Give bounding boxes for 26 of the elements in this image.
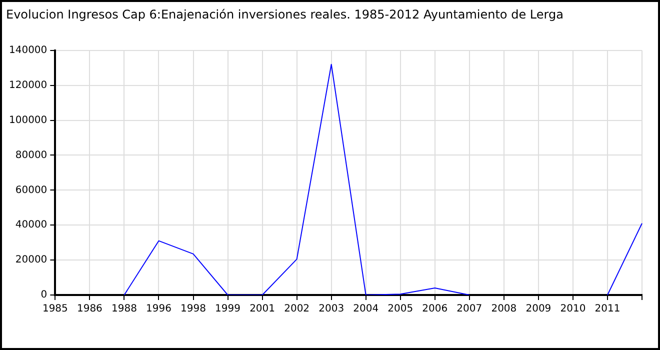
x-tick-label: 2002 — [284, 304, 310, 315]
x-tick-label: 1999 — [215, 304, 240, 315]
x-tick-label: 1998 — [180, 304, 206, 315]
x-tick-label: 2008 — [491, 304, 517, 315]
x-tick-label: 1996 — [146, 304, 172, 315]
y-tick-label: 20000 — [15, 254, 48, 266]
chart-title: Evolucion Ingresos Cap 6:Enajenación inversiones reales. 1985-2012 Ayuntamiento de Lerga — [6, 7, 564, 22]
y-tick-label: 100000 — [8, 114, 48, 126]
x-tick-label: 2009 — [526, 304, 552, 315]
x-tick-label: 2001 — [250, 304, 276, 315]
x-tick-label: 1985 — [42, 304, 68, 315]
y-tick-label: 60000 — [15, 184, 48, 196]
x-tick-label: 2010 — [560, 304, 586, 315]
x-tick-label: 2004 — [353, 304, 379, 315]
x-tick-label: 2005 — [388, 304, 414, 315]
x-tick-label: 1986 — [76, 304, 102, 315]
y-tick-label: 40000 — [15, 220, 48, 231]
y-tick-label: 80000 — [15, 150, 48, 161]
x-tick-label: 2007 — [456, 304, 482, 315]
x-tick-label: 2006 — [422, 304, 448, 315]
x-tick-label: 2003 — [318, 304, 344, 315]
y-tick-label: 120000 — [8, 80, 48, 91]
x-tick-label: 2011 — [594, 304, 620, 315]
y-tick-label: 0 — [40, 290, 48, 301]
y-tick-label: 140000 — [8, 44, 48, 56]
x-tick-label: 1988 — [111, 304, 137, 315]
